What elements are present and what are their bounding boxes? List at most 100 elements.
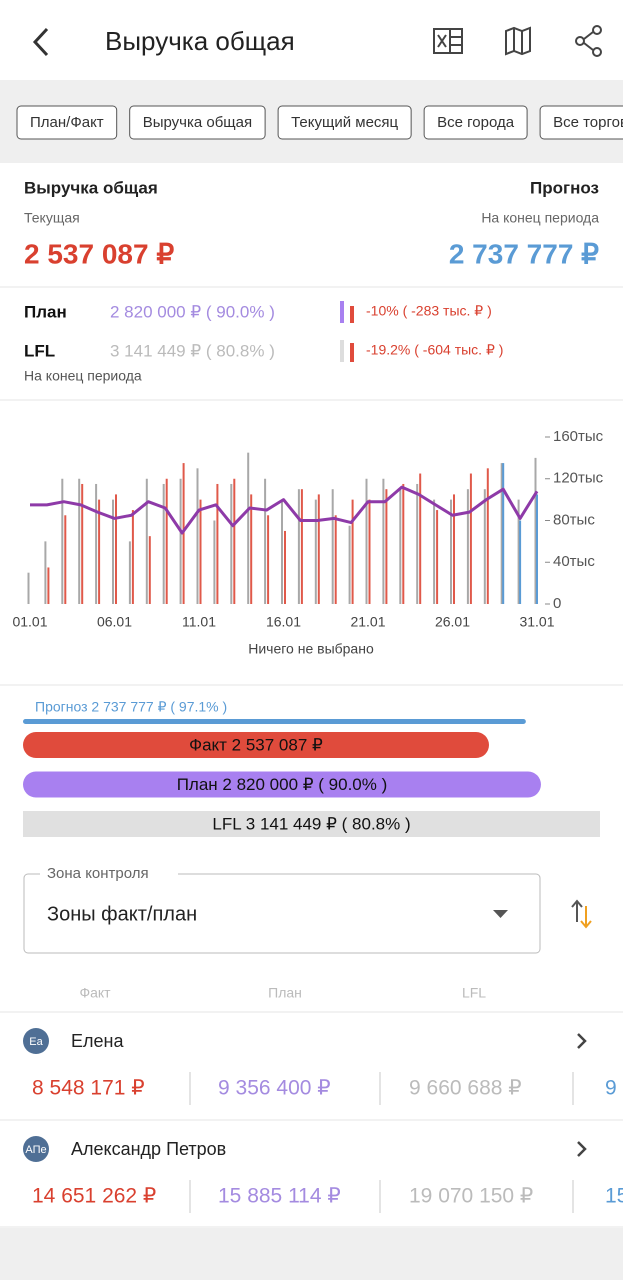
sort-down (580, 906, 592, 929)
page-title: Выручка общая (105, 26, 295, 56)
bar (233, 478, 236, 604)
lfl-mini-bar (340, 340, 344, 362)
share-lines (583, 31, 594, 51)
map-icon (505, 26, 531, 56)
zone-row[interactable]: АПе Александр Петров 14 651 262 ₽ 15 885 11… (0, 1119, 623, 1213)
filter-chip-label: Текущий месяц (291, 114, 398, 131)
bar (314, 499, 317, 604)
column-header: Факт (79, 985, 111, 1001)
filter-chip[interactable]: Выручка общая (129, 105, 266, 140)
filter-chip-border (129, 105, 266, 140)
row-value: 9 660 688 ₽ (409, 1077, 522, 1100)
current-value: 2 537 087 ₽ (24, 238, 174, 269)
filter-chip[interactable]: Текущий месяц (277, 105, 412, 140)
filter-chip[interactable]: Все торговы (539, 105, 623, 140)
bar (27, 572, 30, 604)
bar (433, 499, 436, 604)
bar (334, 515, 337, 604)
excel-icon (433, 28, 463, 54)
plan-diff: -10% ( -283 тыс. ₽ ) (366, 303, 492, 319)
bar (453, 494, 455, 604)
row-value: 9 (605, 1077, 617, 1100)
back-button[interactable] (32, 27, 49, 57)
bar (95, 483, 98, 604)
bar (469, 473, 472, 604)
plan-mini-bar (340, 301, 344, 323)
y-tick-label: 40тыс (553, 553, 595, 570)
zone-row[interactable]: Еа Елена 8 548 171 ₽ 9 356 400 ₽ 9 660 688 ₽… (0, 1011, 623, 1105)
bar (216, 483, 219, 604)
column-header: План (268, 985, 302, 1001)
avatar (23, 1136, 49, 1162)
line (30, 485, 539, 535)
bar (179, 478, 182, 604)
bar (145, 478, 148, 604)
y-tick-label: 80тыс (553, 511, 595, 528)
zone-table: Факт План LFL Еа Елена 8 548 171 ₽ 9 356 400 ₽… (0, 985, 623, 1228)
filter-chip-label: План/Факт (30, 114, 104, 131)
share-dot (575, 36, 585, 46)
bar (128, 541, 131, 604)
share-button[interactable] (575, 25, 602, 57)
x-tick-label: 16.01 (266, 614, 301, 630)
bar (500, 463, 503, 604)
row-value: 9 356 400 ₽ (218, 1077, 331, 1100)
plan-label: План (24, 302, 67, 321)
bar (182, 463, 185, 604)
sort-button[interactable] (571, 899, 592, 929)
bar (483, 489, 486, 604)
x-tick-label: 06.01 (97, 614, 132, 630)
y-tick-label: 120тыс (553, 470, 604, 487)
bar (517, 499, 520, 604)
dropdown-caret (493, 910, 508, 918)
share-dot (592, 25, 602, 35)
bar (165, 478, 168, 604)
filter-chip-border (16, 105, 118, 140)
dropdown-label: Зона контроля (47, 865, 149, 882)
bar (466, 489, 469, 604)
lfl-value: 3 141 449 ₽ ( 80.8% ) (110, 341, 275, 360)
excel-button[interactable] (433, 28, 463, 54)
bar (247, 452, 250, 604)
dropdown[interactable]: Зона контроля Зоны факт/план (23, 865, 541, 954)
avatar (23, 1028, 49, 1054)
bar (402, 483, 405, 604)
bar (416, 483, 419, 604)
filter-chip-label: Выручка общая (143, 114, 252, 131)
filter-chip[interactable]: План/Факт (16, 105, 118, 140)
bar (365, 478, 368, 604)
progress-label: Факт 2 537 087 ₽ (189, 735, 323, 754)
forecast-label: На конец периода (481, 210, 599, 226)
bar (64, 515, 67, 604)
bar (267, 515, 270, 604)
filter-chip-label: Все торговы (553, 114, 623, 131)
row-value: 15 885 114 ₽ (218, 1185, 341, 1208)
bar (213, 520, 216, 604)
chart-note: Ничего не выбрано (248, 641, 374, 657)
chevron (577, 1141, 587, 1157)
bar (98, 499, 101, 604)
bar (419, 473, 422, 604)
row-value: 8 548 171 ₽ (32, 1077, 145, 1100)
sort-up (571, 899, 583, 922)
chevron (577, 1033, 587, 1049)
bar (47, 567, 50, 604)
progress-bars: Прогноз 2 737 777 ₽ ( 97.1% ) Факт 2 537 … (23, 699, 600, 837)
map-button[interactable] (505, 26, 531, 56)
share-dot (592, 47, 602, 57)
bar (61, 478, 64, 604)
row-name: Елена (71, 1031, 124, 1051)
bar (436, 510, 439, 604)
current-label: Текущая (24, 210, 80, 226)
forecast-value: 2 737 777 ₽ (449, 238, 599, 269)
bar (385, 489, 388, 604)
bar (148, 536, 151, 604)
progress-bar (23, 811, 600, 837)
filter-chip[interactable]: Все города (423, 105, 528, 140)
bar (331, 489, 334, 604)
filter-chip-border (277, 105, 412, 140)
plan-mini-bar (350, 306, 354, 323)
bar (281, 499, 283, 604)
